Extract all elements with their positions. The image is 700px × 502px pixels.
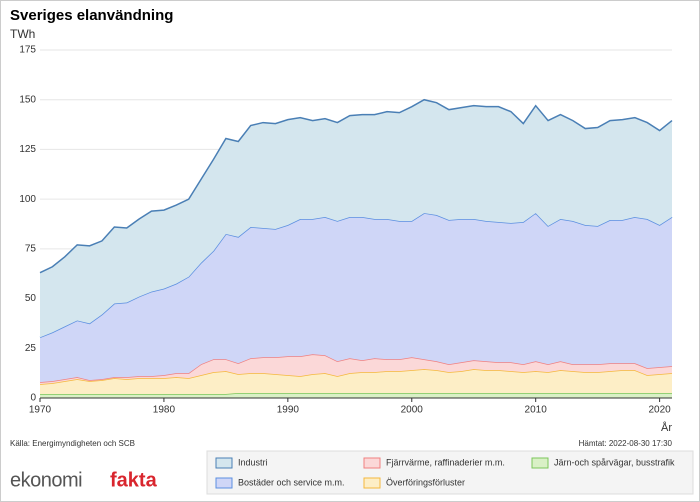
series-area (40, 213, 672, 383)
x-tick-label: 2020 (648, 405, 671, 416)
y-tick-label: 175 (19, 45, 36, 56)
y-tick-label: 150 (19, 94, 36, 105)
brand-right: fakta (110, 469, 158, 491)
legend-swatch (215, 457, 233, 469)
y-tick-label: 100 (19, 194, 36, 205)
y-tick-label: 0 (30, 393, 36, 404)
y-axis-label: TWh (10, 27, 35, 41)
legend-swatch (363, 477, 381, 489)
legend-box (206, 450, 694, 495)
legend-label: Fjärrvärme, raffinaderier m.m. (386, 457, 505, 467)
legend-label: Järn-och spårvägar, busstrafik (554, 457, 675, 467)
series-line (40, 392, 672, 395)
legend-swatch (215, 477, 233, 489)
x-tick-label: 2010 (525, 405, 548, 416)
x-tick-label: 2000 (401, 405, 424, 416)
legend-swatch (363, 457, 381, 469)
legend-swatch (531, 457, 549, 469)
x-tick-label: 1970 (29, 405, 52, 416)
legend-label: Överföringsförluster (386, 477, 465, 487)
legend-label: Bostäder och service m.m. (238, 477, 345, 487)
x-tick-label: 1990 (277, 405, 300, 416)
x-tick-label: 1980 (153, 405, 176, 416)
source: Källa: Energimyndigheten och SCB (10, 439, 135, 448)
retrieved: Hämtat: 2022-08-30 17:30 (579, 439, 673, 448)
y-tick-label: 50 (25, 293, 37, 304)
y-tick-label: 25 (25, 343, 37, 354)
chart-title: Sveriges elanvändning (10, 7, 173, 24)
y-tick-label: 75 (25, 243, 37, 254)
legend-label: Industri (238, 457, 268, 467)
series-area (40, 354, 672, 385)
series-area (40, 99, 672, 338)
series-area (40, 369, 672, 395)
y-tick-label: 125 (19, 144, 36, 155)
brand-left: ekonomi (10, 469, 82, 491)
series-line (39, 98, 673, 274)
x-axis-label: År (661, 421, 672, 434)
